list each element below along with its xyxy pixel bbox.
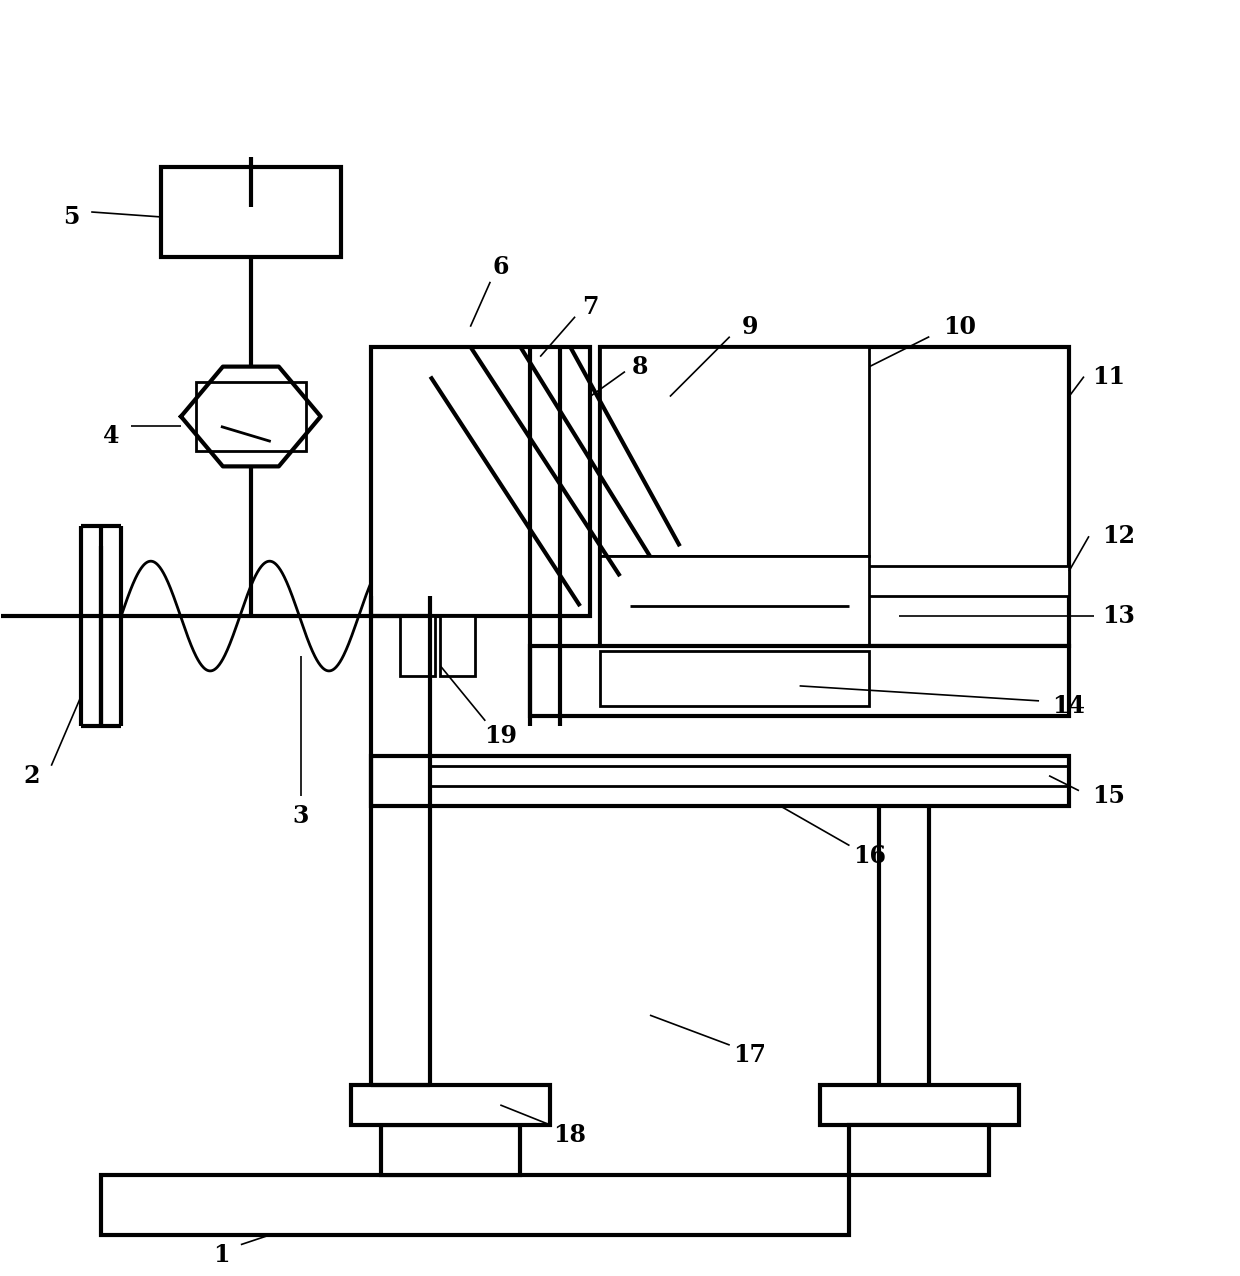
Bar [371, 347, 590, 616]
Text: 10: 10 [942, 315, 976, 338]
Text: 11: 11 [1092, 365, 1126, 389]
Text: 15: 15 [1092, 783, 1126, 808]
Text: 7: 7 [582, 295, 599, 319]
Text: 9: 9 [742, 315, 758, 338]
Text: 4: 4 [103, 425, 119, 448]
Bar [371, 755, 1069, 805]
Text: 8: 8 [631, 355, 649, 379]
Bar [600, 567, 1069, 596]
Text: 5: 5 [63, 205, 79, 228]
Bar [600, 556, 869, 646]
Text: 6: 6 [492, 255, 508, 279]
Bar [161, 167, 341, 256]
Text: 2: 2 [24, 764, 40, 787]
Text: 1: 1 [212, 1243, 229, 1267]
Text: 3: 3 [293, 804, 309, 828]
Bar [849, 1125, 990, 1175]
Bar [351, 1085, 551, 1125]
Bar [531, 646, 1069, 716]
Bar [820, 1085, 1019, 1125]
Bar [440, 616, 475, 676]
Bar [102, 1175, 849, 1235]
Text: 14: 14 [1053, 694, 1085, 718]
Bar [600, 651, 869, 706]
Text: 16: 16 [853, 843, 885, 868]
Bar [600, 347, 869, 556]
Text: 13: 13 [1102, 604, 1136, 628]
Bar [600, 347, 1069, 646]
Bar [401, 616, 435, 676]
Bar [196, 382, 306, 452]
Text: 19: 19 [484, 723, 517, 748]
Text: 17: 17 [733, 1042, 766, 1067]
Text: 12: 12 [1102, 524, 1136, 549]
Bar [600, 567, 1069, 596]
Bar [381, 1125, 521, 1175]
Text: 18: 18 [553, 1123, 587, 1147]
